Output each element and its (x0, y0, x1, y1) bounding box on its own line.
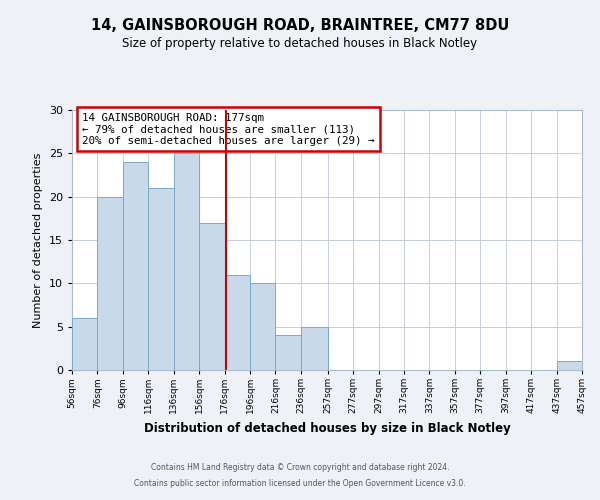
Bar (97, 196, 123, 370)
Bar (250, 284, 275, 370)
Text: 14 GAINSBOROUGH ROAD: 177sqm
← 79% of detached houses are smaller (113)
20% of s: 14 GAINSBOROUGH ROAD: 177sqm ← 79% of de… (82, 112, 374, 146)
Text: Size of property relative to detached houses in Black Notley: Size of property relative to detached ho… (122, 38, 478, 51)
Text: 14, GAINSBOROUGH ROAD, BRAINTREE, CM77 8DU: 14, GAINSBOROUGH ROAD, BRAINTREE, CM77 8… (91, 18, 509, 32)
Bar (174, 154, 199, 370)
Bar (301, 326, 328, 370)
Bar (199, 222, 224, 370)
Bar (275, 336, 301, 370)
Bar (148, 188, 174, 370)
Bar (72, 318, 97, 370)
Bar (123, 162, 148, 370)
Text: Contains HM Land Registry data © Crown copyright and database right 2024.: Contains HM Land Registry data © Crown c… (151, 464, 449, 472)
Y-axis label: Number of detached properties: Number of detached properties (33, 152, 43, 328)
X-axis label: Distribution of detached houses by size in Black Notley: Distribution of detached houses by size … (143, 422, 511, 434)
Text: Contains public sector information licensed under the Open Government Licence v3: Contains public sector information licen… (134, 478, 466, 488)
Bar (224, 274, 250, 370)
Bar (557, 362, 582, 370)
